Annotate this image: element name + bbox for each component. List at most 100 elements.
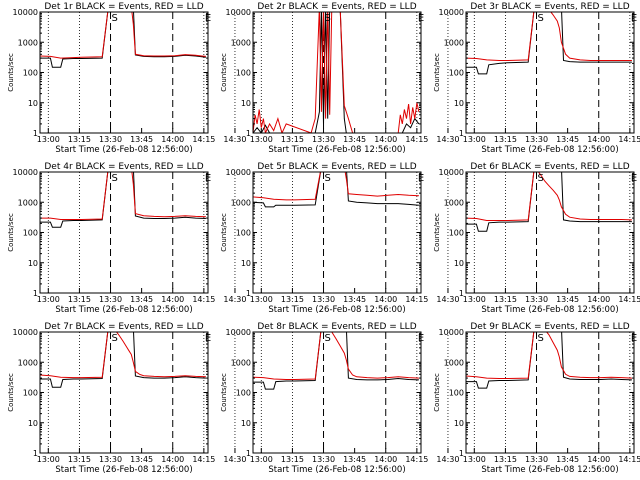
y-tick-label: 10000 — [226, 328, 251, 337]
y-tick-label: 10000 — [439, 8, 464, 17]
y-tick-label: 10000 — [13, 328, 38, 337]
series-line-lld — [466, 172, 632, 221]
plot-frame — [39, 11, 209, 134]
start-marker-label: S — [538, 173, 544, 184]
x-tick-label: 13:30 — [312, 295, 335, 304]
series-line-events — [40, 12, 206, 68]
x-tick-label: 14:00 — [587, 455, 610, 464]
x-tick-label: 13:45 — [130, 455, 153, 464]
y-tick-label: 10 — [241, 419, 251, 428]
y-axis-label: Counts/sec — [7, 213, 15, 252]
x-tick-label: 14:15 — [618, 295, 640, 304]
x-tick-label: 13:45 — [556, 295, 579, 304]
series-group — [466, 332, 632, 389]
x-tick-label: 13:30 — [99, 295, 122, 304]
x-tick-label: 13:15 — [494, 295, 517, 304]
series-group — [253, 12, 420, 133]
start-marker-label: S — [325, 13, 331, 24]
x-tick-label: 14:00 — [161, 135, 184, 144]
chart-title: Det 4r BLACK = Events, RED = LLD — [44, 162, 203, 172]
start-marker-label: S — [325, 173, 331, 184]
series-group — [40, 332, 206, 388]
x-tick-label: 13:30 — [525, 295, 548, 304]
x-tick-label: 14:00 — [374, 455, 397, 464]
x-tick-label: 14:15 — [192, 295, 215, 304]
y-axis-label: Counts/sec — [433, 53, 441, 92]
x-axis-label: Start Time (26-Feb-08 12:56:00) — [268, 305, 405, 315]
y-axis-label: Counts/sec — [220, 53, 228, 92]
series-line-lld — [40, 172, 206, 220]
y-tick-label: 10 — [28, 259, 38, 268]
y-tick-label: 10 — [241, 99, 251, 108]
x-tick-label: 14:00 — [587, 135, 610, 144]
plot-frame — [465, 171, 635, 294]
y-tick-label: 1 — [459, 129, 464, 138]
series-group — [466, 172, 632, 232]
y-tick-label: 1 — [246, 449, 251, 458]
series-line-lld — [40, 12, 206, 59]
y-tick-label: 10 — [241, 259, 251, 268]
series-line-events — [253, 332, 419, 390]
chart-title: Det 3r BLACK = Events, RED = LLD — [470, 2, 629, 12]
x-tick-label: 13:15 — [281, 455, 304, 464]
x-tick-label: 13:45 — [343, 455, 366, 464]
x-tick-label: 14:15 — [405, 455, 428, 464]
chart-title: Det 5r BLACK = Events, RED = LLD — [257, 162, 416, 172]
y-tick-label: 10000 — [226, 8, 251, 17]
x-axis-label: Start Time (26-Feb-08 12:56:00) — [481, 145, 618, 155]
y-tick-label: 1000 — [444, 358, 464, 367]
x-tick-label: 13:00 — [463, 455, 486, 464]
y-axis-label: Counts/sec — [220, 213, 228, 252]
series-group — [40, 12, 206, 68]
series-line-events — [466, 332, 632, 389]
x-axis-label: Start Time (26-Feb-08 12:56:00) — [55, 465, 192, 475]
x-tick-label: 13:15 — [281, 295, 304, 304]
x-tick-label: 14:00 — [161, 455, 184, 464]
y-tick-label: 10000 — [13, 168, 38, 177]
chart-title: Det 8r BLACK = Events, RED = LLD — [257, 322, 416, 332]
x-tick-label: 13:00 — [37, 295, 60, 304]
y-tick-label: 1 — [459, 449, 464, 458]
y-axis-label: Counts/sec — [7, 53, 15, 92]
start-marker-label: S — [538, 13, 544, 24]
x-axis-label: Start Time (26-Feb-08 12:56:00) — [481, 465, 618, 475]
x-tick-label: 14:15 — [192, 135, 215, 144]
y-tick-label: 100 — [23, 69, 38, 78]
x-tick-label: 14:00 — [374, 135, 397, 144]
x-tick-label: 13:45 — [343, 295, 366, 304]
y-tick-label: 1000 — [231, 38, 251, 47]
x-tick-label: 14:00 — [161, 295, 184, 304]
x-tick-label: 14:15 — [192, 455, 215, 464]
plot-frame — [252, 171, 422, 294]
x-tick-label: 13:15 — [68, 135, 91, 144]
y-tick-label: 10 — [454, 259, 464, 268]
x-tick-label: 14:15 — [618, 135, 640, 144]
x-tick-label: 13:00 — [37, 455, 60, 464]
x-tick-label: 13:30 — [312, 455, 335, 464]
plot-frame — [465, 331, 635, 454]
x-tick-label: 13:15 — [494, 135, 517, 144]
series-line-events — [253, 172, 419, 208]
x-tick-label: 13:30 — [525, 455, 548, 464]
x-tick-label: 13:15 — [68, 455, 91, 464]
x-tick-label: 13:30 — [525, 135, 548, 144]
y-axis-label: Counts/sec — [433, 373, 441, 412]
x-tick-label: 14:15 — [618, 455, 640, 464]
y-tick-label: 1000 — [444, 198, 464, 207]
x-tick-label: 13:15 — [281, 135, 304, 144]
y-tick-label: 1000 — [18, 358, 38, 367]
x-tick-label: 13:15 — [68, 295, 91, 304]
y-tick-label: 100 — [236, 229, 251, 238]
plot-frame — [39, 331, 209, 454]
x-tick-label: 13:00 — [37, 135, 60, 144]
x-tick-label: 13:30 — [99, 135, 122, 144]
x-tick-label: 14:30 — [223, 455, 246, 464]
